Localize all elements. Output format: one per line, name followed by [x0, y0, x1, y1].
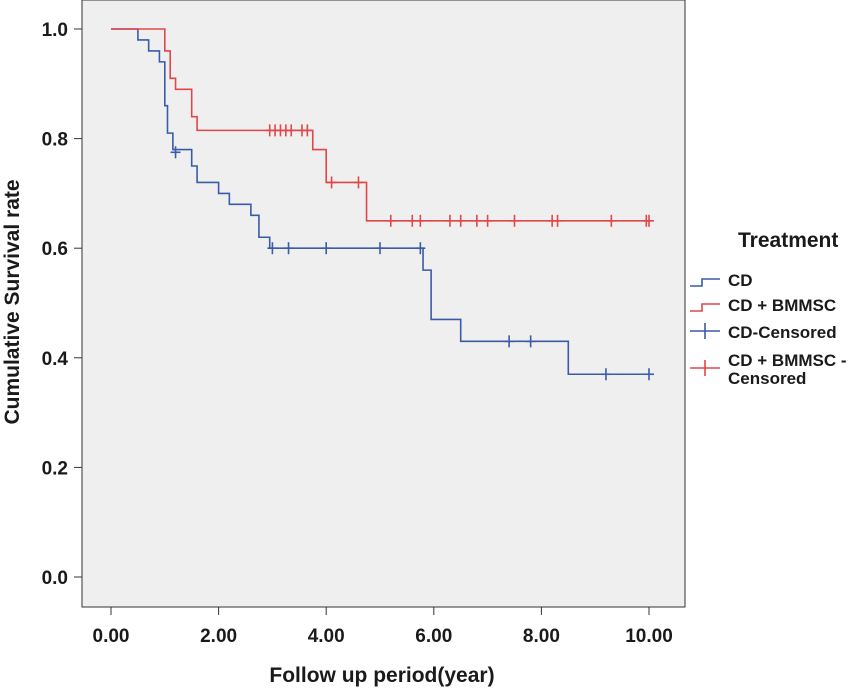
- censor-mark-cd: [415, 242, 426, 255]
- censor-mark-cd-bmmsc: [353, 176, 364, 189]
- censor-mark-cd: [525, 335, 536, 348]
- censor-mark-cd-bmmsc: [606, 214, 617, 227]
- y-axis-ticks: 0.0 0.2 0.4 0.6 0.8 1.0: [42, 20, 82, 589]
- x-axis-title: Follow up period(year): [269, 664, 494, 687]
- legend-swatch-cd: [690, 278, 720, 287]
- y-tick-label: 0.4: [42, 349, 69, 370]
- censor-layer: [170, 124, 654, 381]
- censor-mark-cd-bmmsc: [385, 214, 396, 227]
- y-tick-label: 0.2: [42, 458, 68, 479]
- censor-mark-cd-bmmsc: [455, 214, 466, 227]
- censor-mark-cd-bmmsc: [302, 124, 313, 137]
- censor-mark-cd-bmmsc: [444, 214, 455, 227]
- legend-title: Treatment: [738, 229, 838, 252]
- censor-mark-cd: [283, 242, 294, 255]
- censor-mark-cd-bmmsc: [286, 124, 297, 137]
- censor-mark-cd-bmmsc: [471, 214, 482, 227]
- censor-mark-cd: [170, 146, 181, 159]
- x-tick-label: 0.00: [93, 626, 130, 647]
- x-tick-label: 10.00: [625, 626, 673, 647]
- x-tick-label: 4.00: [308, 626, 345, 647]
- legend: Treatment CD CD + BMMSC CD-Censored CD +…: [690, 229, 851, 388]
- y-tick-label: 0.0: [42, 568, 68, 589]
- plot-background: [81, 0, 686, 608]
- censor-mark-cd: [375, 242, 385, 255]
- censor-mark-cd-bmmsc: [552, 214, 563, 227]
- legend-swatch-cd-bmmsc: [690, 303, 720, 312]
- censor-mark-cd: [504, 335, 515, 348]
- censor-mark-cd: [644, 368, 654, 381]
- y-tick-label: 0.6: [42, 239, 68, 260]
- x-axis-ticks: 0.00 2.00 4.00 6.00 8.00 10.00: [93, 607, 673, 647]
- legend-label-cd: CD: [728, 271, 753, 290]
- x-tick-label: 6.00: [415, 626, 452, 647]
- censor-mark-cd-bmmsc: [482, 214, 493, 227]
- legend-label-cd-bmmsc-censored-text: CD + BMMSC -: [728, 351, 847, 370]
- y-tick-label: 0.8: [42, 130, 68, 151]
- censor-mark-cd-bmmsc: [509, 214, 520, 227]
- legend-label-cd-bmmsc-censored: CD + BMMSC - Censored: [728, 351, 851, 388]
- censor-mark-cd: [321, 242, 332, 255]
- censor-mark-cd-bmmsc: [415, 214, 426, 227]
- x-tick-label: 2.00: [200, 626, 237, 647]
- legend-label-cd-bmmsc-censored-text-line2: Censored: [728, 369, 806, 388]
- y-tick-label: 1.0: [42, 20, 68, 41]
- x-tick-label: 8.00: [523, 626, 560, 647]
- censor-mark-cd: [267, 242, 278, 255]
- censor-mark-cd: [600, 368, 611, 381]
- legend-label-cd-censored: CD-Censored: [728, 323, 837, 342]
- censor-mark-cd-bmmsc: [644, 214, 654, 227]
- censor-mark-cd-bmmsc: [326, 176, 337, 189]
- y-axis-title: Cumulative Survival rate: [1, 179, 24, 424]
- legend-swatch-cd-bmmsc-censored: [690, 360, 720, 376]
- series-line-cd: [111, 28, 649, 376]
- legend-swatch-cd-censored: [690, 323, 720, 339]
- legend-label-cd-bmmsc: CD + BMMSC: [728, 296, 836, 315]
